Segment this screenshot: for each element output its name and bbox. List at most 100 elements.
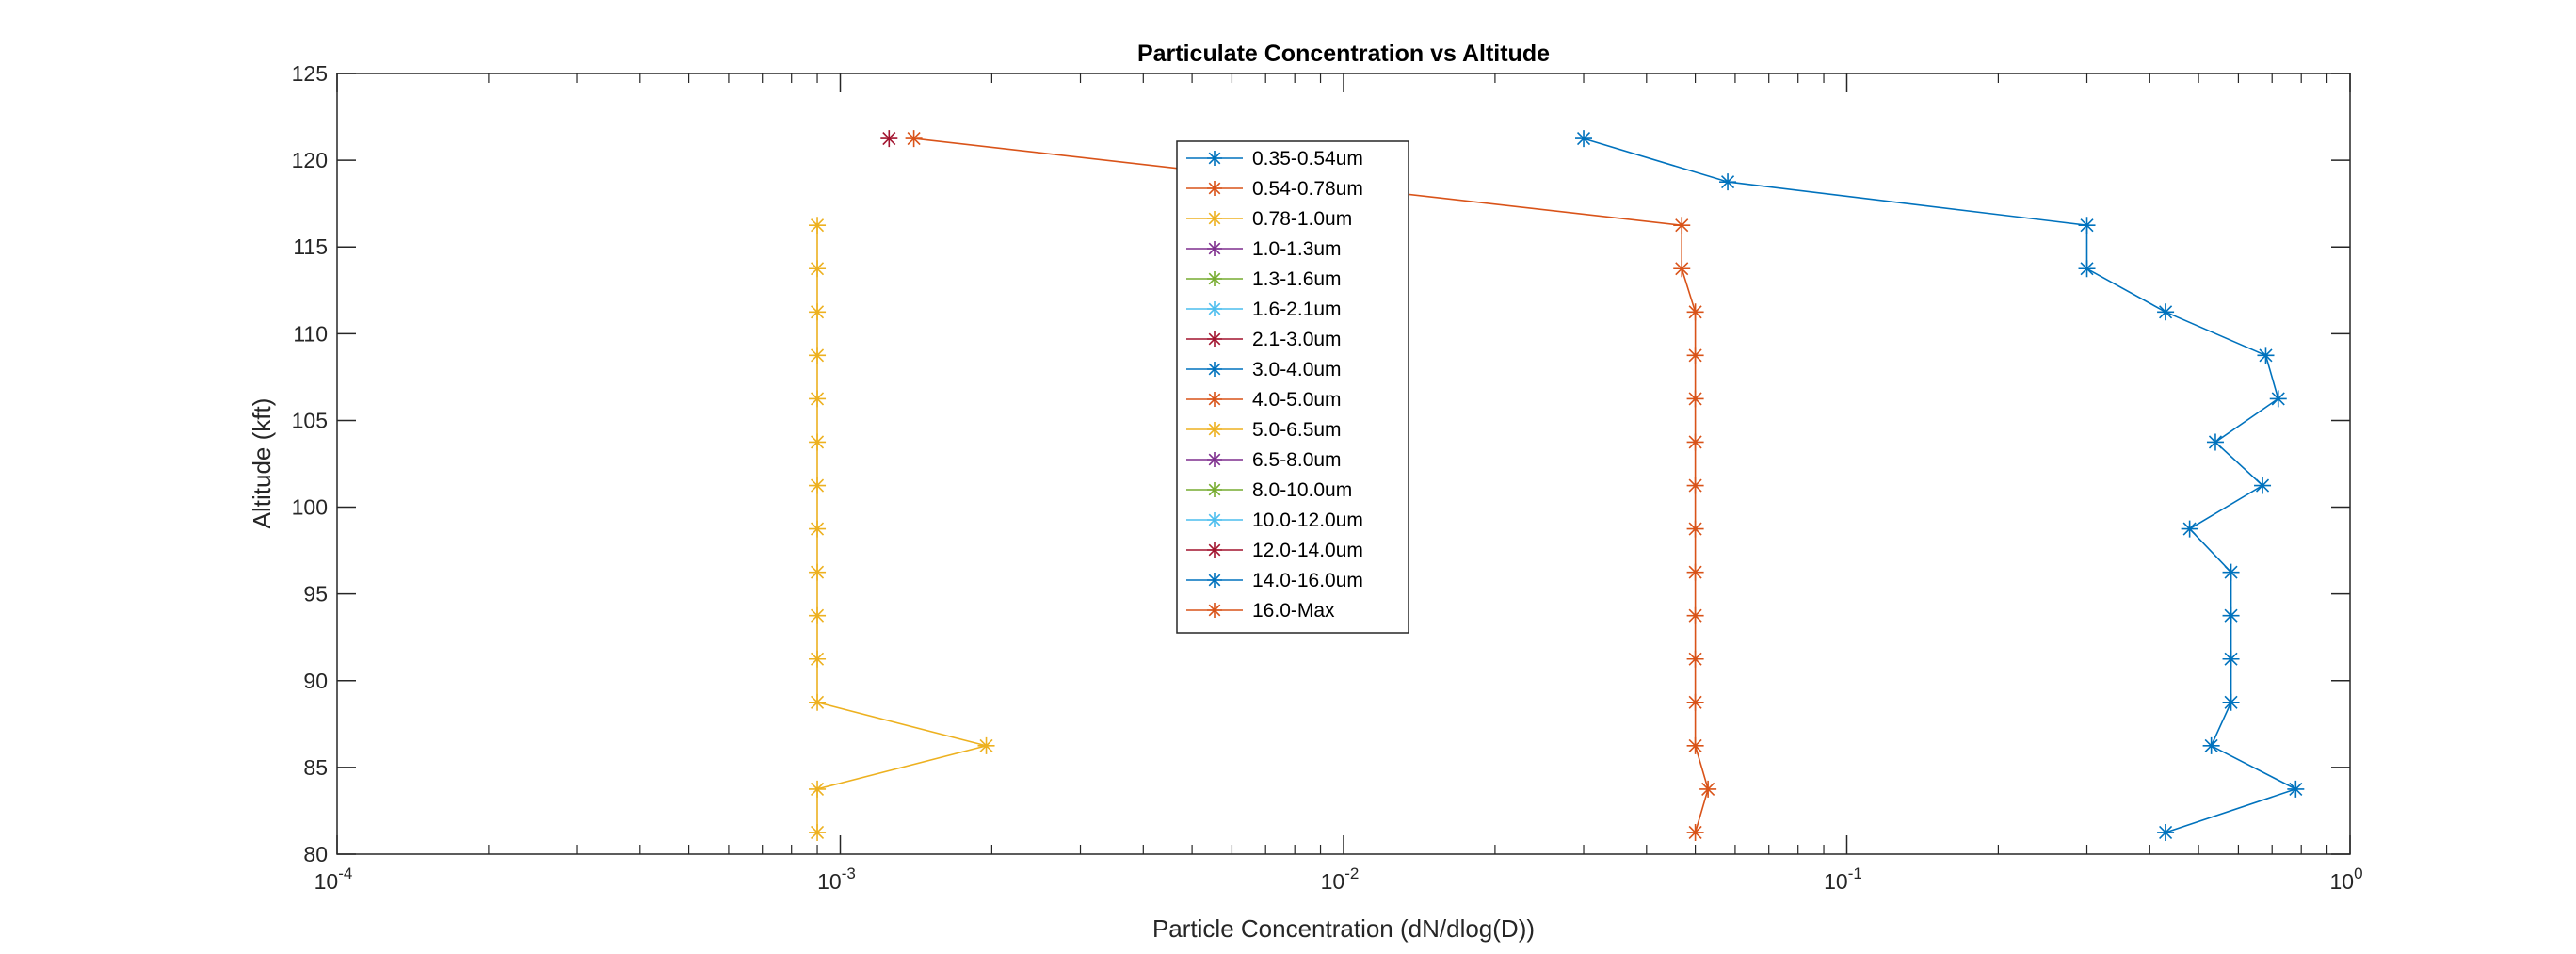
- legend-entry: 5.0-6.5um: [1186, 419, 1342, 441]
- data-point: [809, 563, 827, 581]
- legend-marker: [1207, 211, 1222, 226]
- legend-label: 5.0-6.5um: [1252, 419, 1342, 441]
- data-point: [2206, 433, 2224, 451]
- data-point: [2254, 477, 2272, 494]
- data-point: [1686, 347, 1704, 364]
- data-point: [1686, 390, 1704, 408]
- legend-entry: 4.0-5.0um: [1186, 389, 1342, 411]
- data-series-layer: [809, 130, 2305, 841]
- legend-entry: 14.0-16.0um: [1186, 570, 1363, 591]
- legend-label: 1.3-1.6um: [1252, 268, 1342, 290]
- y-tick-label: 100: [292, 495, 328, 520]
- data-point: [905, 130, 923, 148]
- legend-label: 1.0-1.3um: [1252, 238, 1342, 260]
- data-point: [1673, 260, 1691, 278]
- data-point: [2257, 347, 2275, 364]
- data-point: [1699, 780, 1717, 798]
- y-tick-label: 120: [292, 148, 328, 172]
- data-point: [809, 780, 827, 798]
- legend-label: 6.5-8.0um: [1252, 449, 1342, 471]
- legend-label: 8.0-10.0um: [1252, 479, 1352, 501]
- data-point: [809, 433, 827, 451]
- legend-label: 10.0-12.0um: [1252, 509, 1363, 531]
- legend-label: 12.0-14.0um: [1252, 540, 1363, 561]
- legend-marker: [1207, 151, 1222, 166]
- legend-marker: [1207, 542, 1222, 558]
- y-tick-label: 95: [303, 582, 328, 606]
- data-point: [1686, 606, 1704, 624]
- series-2.1-3.0um: [880, 130, 898, 148]
- legend-entry: 8.0-10.0um: [1186, 479, 1352, 501]
- legend-label: 0.54-0.78um: [1252, 178, 1363, 200]
- y-tick-label: 105: [292, 408, 328, 432]
- data-point: [809, 303, 827, 321]
- data-point: [2222, 563, 2240, 581]
- data-point: [1686, 823, 1704, 841]
- data-point: [809, 606, 827, 624]
- data-point: [809, 477, 827, 494]
- y-tick-label: 115: [293, 234, 328, 259]
- legend-marker: [1207, 573, 1222, 588]
- legend-marker: [1207, 452, 1222, 467]
- data-point: [2222, 650, 2240, 668]
- legend-entry: 1.3-1.6um: [1186, 268, 1342, 290]
- x-tick-label: 10-2: [1321, 865, 1360, 894]
- legend-marker: [1207, 603, 1222, 618]
- data-point: [1686, 520, 1704, 538]
- data-point: [1686, 693, 1704, 711]
- legend-entry: 3.0-4.0um: [1186, 359, 1342, 380]
- legend-marker: [1207, 482, 1222, 497]
- series-0.35-0.54um: [1575, 130, 2305, 841]
- legend: 0.35-0.54um 0.54-0.78um 0.78-1.0um 1.0-1.3u…: [1176, 140, 1409, 634]
- data-point: [809, 347, 827, 364]
- series-0.78-1.0um: [809, 217, 995, 841]
- legend-entry: 2.1-3.0um: [1186, 329, 1342, 350]
- legend-entry: 12.0-14.0um: [1186, 540, 1363, 561]
- data-point: [1686, 650, 1704, 668]
- legend-marker: [1207, 512, 1222, 527]
- data-point: [809, 260, 827, 278]
- chart-title: Particulate Concentration vs Altitude: [1137, 40, 1550, 67]
- legend-entry: 1.6-2.1um: [1186, 299, 1342, 320]
- series-0.54-0.78um: [905, 130, 1717, 841]
- legend-label: 0.78-1.0um: [1252, 208, 1352, 230]
- data-point: [809, 823, 827, 841]
- data-point: [2157, 303, 2175, 321]
- y-tick-label: 80: [303, 842, 328, 866]
- legend-marker: [1207, 271, 1222, 286]
- data-point: [1686, 736, 1704, 754]
- legend-marker: [1207, 362, 1222, 377]
- x-axis-ticks: 10-4 10-3 10-2 10-1 100: [314, 73, 2363, 894]
- legend-marker: [1207, 331, 1222, 347]
- legend-entry: 0.35-0.54um: [1186, 148, 1363, 170]
- legend-entry: 0.54-0.78um: [1186, 178, 1363, 200]
- legend-marker: [1207, 241, 1222, 256]
- data-point: [880, 130, 898, 148]
- legend-entry: 16.0-Max: [1186, 600, 1335, 622]
- x-tick-label: 10-3: [817, 865, 856, 894]
- legend-marker: [1207, 301, 1222, 316]
- data-point: [1686, 477, 1704, 494]
- legend-label: 1.6-2.1um: [1252, 299, 1342, 320]
- x-axis-label: Particle Concentration (dN/dlog(D)): [1152, 914, 1535, 943]
- data-point: [1686, 563, 1704, 581]
- y-tick-label: 90: [303, 669, 328, 693]
- data-point: [977, 736, 995, 754]
- y-axis-label: Altitude (kft): [248, 398, 276, 529]
- data-point: [2287, 780, 2305, 798]
- data-point: [809, 693, 827, 711]
- data-point: [2181, 520, 2198, 538]
- data-point: [809, 650, 827, 668]
- legend-entry: 6.5-8.0um: [1186, 449, 1342, 471]
- y-tick-label: 110: [293, 321, 328, 346]
- y-axis-ticks: 80 85 90 95 100 105 110 115 120 125: [292, 61, 2350, 866]
- legend-label: 16.0-Max: [1252, 600, 1335, 622]
- data-point: [2269, 390, 2287, 408]
- legend-marker: [1207, 392, 1222, 407]
- series-line: [913, 137, 1709, 833]
- data-point: [1575, 130, 1593, 148]
- legend-label: 4.0-5.0um: [1252, 389, 1342, 411]
- x-tick-label: 10-4: [314, 865, 353, 894]
- legend-label: 3.0-4.0um: [1252, 359, 1342, 380]
